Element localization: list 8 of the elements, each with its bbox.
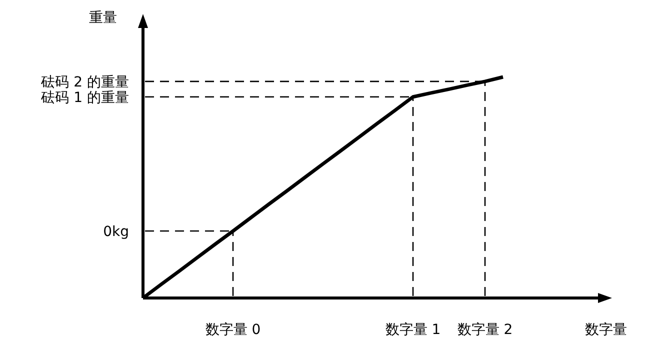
x-tick-label: 数字量 2 xyxy=(457,322,513,338)
ref-line-label: 砝码 1 的重量 xyxy=(40,90,129,106)
y-axis-title: 重量 xyxy=(89,10,117,26)
x-tick-label: 数字量 0 xyxy=(205,322,261,338)
text: 数字量 xyxy=(585,322,627,338)
x-tick-label: 数字量 1 xyxy=(385,322,441,338)
ref-line-label: 0kg xyxy=(103,224,129,240)
ref-line-label: 砝码 2 的重量 xyxy=(40,74,129,90)
